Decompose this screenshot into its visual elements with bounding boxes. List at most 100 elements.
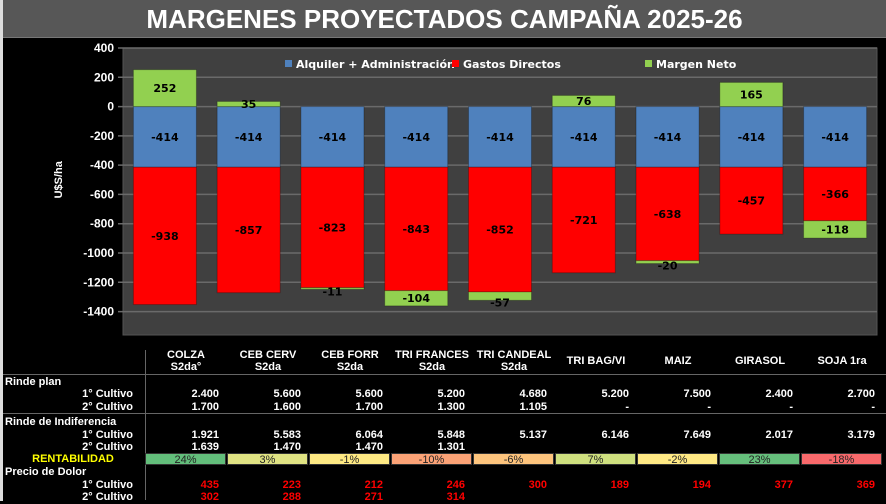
table-cell: 1.700 [355, 400, 383, 413]
y-tick-label: -200 [90, 129, 114, 143]
bar-segment [300, 166, 365, 289]
y-tick-label: -800 [90, 217, 114, 231]
column-header: CEB CERV [239, 349, 297, 361]
column-header: MAIZ [664, 355, 692, 367]
rentabilidad-label: RENTABILIDAD [32, 453, 114, 466]
bar-segment [384, 166, 449, 292]
bar-segment [468, 166, 532, 293]
section-label: Precio de Dolor [5, 466, 87, 479]
precio-1-row: 1° Cultivo 435 223 212 246 300 189 194 377 369 [3, 479, 886, 491]
data-label: -823 [319, 221, 347, 234]
table-cell: 6.064 [355, 428, 383, 441]
data-label: -104 [402, 292, 430, 305]
table-cell: - [707, 400, 711, 413]
page-title: MARGENES PROYECTADOS CAMPAÑA 2025-26 [3, 0, 886, 38]
bar-segment [803, 166, 868, 222]
table-cell: 369 [856, 478, 875, 491]
column-header-sub: S2da [500, 361, 528, 373]
table-divider [145, 350, 146, 500]
column-header-sub: S2da [336, 361, 364, 373]
table-divider [3, 413, 886, 414]
column-header: TRI FRANCES [395, 349, 469, 361]
legend-swatch [452, 60, 459, 67]
rinde-plan-row: Rinde plan [3, 376, 886, 388]
table-cell: 1.921 [191, 428, 219, 441]
rentabilidad-cell: 7% [555, 453, 636, 466]
row-label: 2° Cultivo [82, 491, 133, 504]
data-label: -938 [151, 230, 179, 243]
table-cell: 302 [200, 491, 219, 504]
data-label: -638 [654, 208, 682, 221]
bar-segment [719, 166, 784, 235]
data-label: -414 [486, 131, 514, 144]
table-cell: 5.200 [437, 388, 465, 401]
bar-segment [300, 287, 365, 290]
data-label: -414 [654, 131, 682, 144]
data-label: -457 [738, 195, 766, 208]
table-cell: 189 [610, 478, 629, 491]
bar-segment [635, 106, 700, 168]
bar-segment [216, 166, 281, 294]
precio-dolor-row: Precio de Dolor [3, 466, 886, 478]
column-header: CEB FORR [321, 349, 379, 361]
column-header-sub: S2da [254, 361, 282, 373]
section-label: Rinde de Indiferencia [5, 416, 117, 429]
table-cell: 4.680 [519, 388, 547, 401]
table-cell: 377 [774, 478, 793, 491]
rentabilidad-cell: 24% [145, 453, 226, 466]
table-cell: 5.600 [355, 388, 383, 401]
row-label: 2° Cultivo [82, 400, 133, 413]
data-label: -118 [821, 223, 849, 236]
data-label: -414 [821, 131, 849, 144]
data-label: -57 [490, 296, 510, 309]
data-label: -414 [402, 131, 430, 144]
data-label: 76 [576, 95, 592, 108]
data-label: -11 [323, 285, 343, 298]
rentabilidad-cell: -2% [637, 453, 718, 466]
column-header: SOJA 1ra [817, 355, 867, 367]
bar-segment [468, 291, 532, 301]
data-table: COLZA S2da° CEB CERV S2da CEB FORR S2da TRI FR… [3, 346, 886, 504]
table-cell: - [871, 400, 875, 413]
column-header: COLZA [167, 349, 205, 361]
row-label: 1° Cultivo [82, 478, 133, 491]
bar-segment [803, 220, 868, 239]
bar-segment [384, 290, 449, 307]
data-label: -414 [235, 131, 263, 144]
y-tick-label: -600 [90, 187, 114, 201]
column-header: TRI BAG/VI [566, 355, 626, 367]
bar-segment [300, 106, 365, 168]
rinde-indiferencia-row: Rinde de Indiferencia [3, 416, 886, 428]
legend-label: Gastos Directos [463, 58, 561, 71]
legend-label: Margen Neto [656, 58, 737, 71]
table-cell: 2.400 [191, 388, 219, 401]
section-label: Rinde plan [5, 376, 62, 388]
precio-2-row: 2° Cultivo 302 288 271 314 [3, 491, 886, 503]
table-cell: 314 [446, 491, 465, 504]
table-cell: 2.017 [765, 428, 793, 441]
data-label: -414 [738, 131, 766, 144]
table-cell: - [625, 400, 629, 413]
table-cell: 1.301 [437, 440, 465, 453]
table-cell: 1.600 [273, 400, 301, 413]
table-cell: 1.470 [273, 440, 301, 453]
table-cell: 212 [364, 478, 383, 491]
data-label: 165 [740, 88, 763, 101]
row-label: 1° Cultivo [82, 428, 133, 441]
table-cell: 5.600 [273, 388, 301, 401]
rinde-indif-1-row: 1° Cultivo 1.921 5.583 6.064 5.848 5.137 6.146… [3, 429, 886, 441]
data-label: -721 [570, 214, 598, 227]
y-tick-label: 400 [94, 41, 114, 55]
table-cell: 300 [528, 478, 547, 491]
rentabilidad-row: RENTABILIDAD 24% 3% -1% -10% -6% 7% -2% 23% -18% [3, 453, 886, 466]
rinde-indif-2-row: 2° Cultivo 1.639 1.470 1.470 1.301 [3, 441, 886, 453]
rentabilidad-cell: 23% [719, 453, 800, 466]
rinde-plan-1-row: 1° Cultivo 2.400 5.600 5.600 5.200 4.680 5.200… [3, 388, 886, 400]
bar-segment [132, 69, 197, 108]
row-label: 1° Cultivo [82, 388, 133, 401]
rentabilidad-cell: -18% [801, 453, 882, 466]
table-cell: 1.300 [437, 400, 465, 413]
rentabilidad-cell: -6% [473, 453, 554, 466]
y-tick-label: 200 [94, 70, 114, 84]
legend-label: Alquiler + Administración [296, 58, 455, 71]
